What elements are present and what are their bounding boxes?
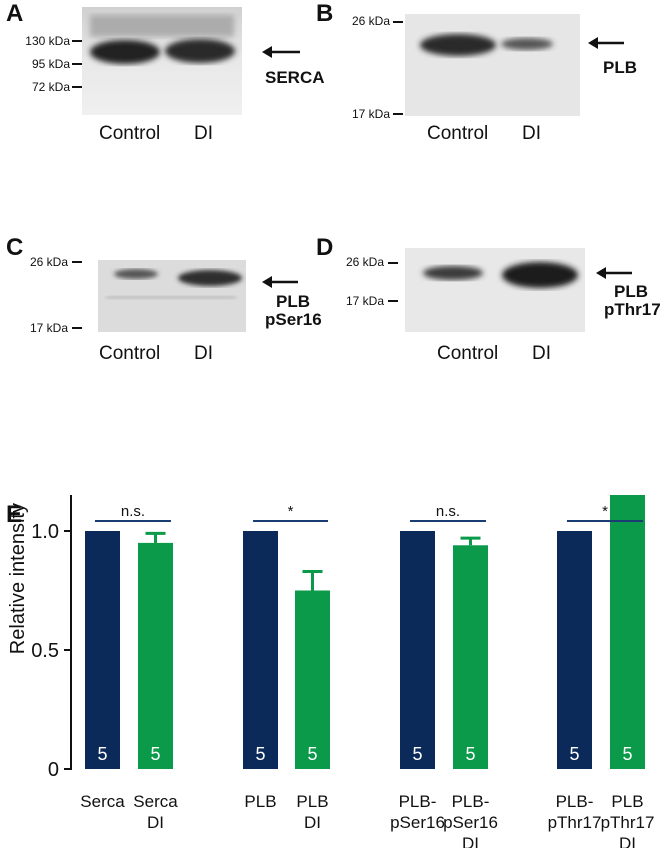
marker-d-17: 17 kDa: [345, 294, 384, 308]
category-label: PLB-: [556, 792, 594, 811]
lane-label-control-d: Control: [437, 343, 499, 364]
category-label: PLB-: [452, 792, 490, 811]
y-tick-label: 0: [48, 759, 59, 781]
arrow-icon: [262, 276, 298, 288]
panel-e-letter: E: [6, 501, 23, 528]
marker-d-26: 26 kDa: [345, 255, 384, 269]
bar-di: [295, 590, 330, 769]
protein-label-plb-d: PLB: [614, 282, 648, 301]
category-label: PLB: [611, 792, 643, 811]
category-label: PLB: [296, 792, 328, 811]
category-label: pSer16: [443, 813, 498, 832]
western-blot-b: [405, 14, 580, 116]
panel-c-letter: C: [6, 234, 24, 261]
n-label: 5: [97, 744, 107, 764]
lane-label-di-c: DI: [194, 343, 213, 364]
arrow-icon: [262, 46, 300, 58]
lane-label-di-a: DI: [194, 123, 213, 144]
n-label: 5: [465, 744, 475, 764]
n-label: 5: [622, 744, 632, 764]
tick-d-26: [388, 262, 398, 264]
y-axis-label: Relative intensity: [7, 503, 29, 654]
blot-a-image: [82, 7, 242, 115]
marker-c-26: 26 kDa: [29, 255, 68, 269]
western-blot-c: [98, 260, 246, 332]
marker-b-17: 17 kDa: [351, 107, 390, 121]
y-tick-label: 1.0: [31, 521, 59, 543]
marker-a-130: 130 kDa: [25, 34, 70, 48]
category-label: pSer16: [390, 813, 445, 832]
panel-b-letter: B: [316, 0, 334, 27]
significance-label: *: [288, 503, 294, 520]
bar-control: [85, 531, 120, 769]
relative-intensity-chart: 00.51.01.5Relative intensity5Serca5Serca…: [7, 495, 655, 848]
tick-a-72: [72, 86, 82, 88]
bar-di: [453, 545, 488, 769]
tick-c-26: [72, 261, 82, 263]
category-label: PLB: [244, 792, 276, 811]
western-blot-d: [405, 248, 585, 332]
blot-b-image: [405, 14, 580, 116]
category-label: DI: [304, 813, 321, 832]
tick-a-130: [72, 40, 82, 42]
category-label: pThr17: [548, 813, 602, 832]
tick-a-95: [72, 63, 82, 65]
marker-a-72: 72 kDa: [31, 80, 70, 94]
protein-label-plb: PLB: [603, 58, 637, 77]
arrow-icon: [596, 267, 632, 279]
tick-d-17: [388, 300, 398, 302]
category-label: pThr17: [601, 813, 655, 832]
significance-label: *: [602, 503, 608, 520]
bar-control: [557, 531, 592, 769]
category-label: DI: [619, 834, 636, 848]
bar-di: [610, 495, 645, 769]
category-label: DI: [147, 813, 164, 832]
significance-label: n.s.: [436, 503, 460, 520]
arrow-icon: [588, 37, 624, 49]
lane-label-control-b: Control: [427, 123, 489, 144]
lane-label-control-c: Control: [99, 343, 161, 364]
tick-b-26: [393, 21, 403, 23]
marker-b-26: 26 kDa: [351, 14, 390, 28]
n-label: 5: [150, 744, 160, 764]
protein-label-plb-c: PLB: [276, 292, 310, 311]
bar-control: [400, 531, 435, 769]
panel-a-letter: A: [6, 0, 24, 27]
y-tick-label: 0.5: [31, 640, 59, 662]
lane-label-control-a: Control: [99, 123, 161, 144]
significance-label: n.s.: [121, 503, 145, 520]
protein-label-pser16: pSer16: [265, 310, 322, 329]
lane-label-di-d: DI: [532, 343, 551, 364]
blot-c-image: [98, 260, 246, 332]
n-label: 5: [255, 744, 265, 764]
bar-di: [138, 542, 173, 769]
marker-c-17: 17 kDa: [29, 321, 68, 335]
n-label: 5: [569, 744, 579, 764]
protein-label-serca: SERCA: [265, 68, 325, 87]
lane-label-di-b: DI: [522, 123, 541, 144]
category-label: DI: [462, 834, 479, 848]
n-label: 5: [412, 744, 422, 764]
marker-a-95: 95 kDa: [31, 57, 70, 71]
western-blot-a: [82, 7, 242, 115]
blot-d-image: [405, 248, 585, 332]
protein-label-pthr17: pThr17: [604, 300, 661, 319]
tick-c-17: [72, 327, 82, 329]
panel-d-letter: D: [316, 234, 334, 261]
category-label: PLB-: [399, 792, 437, 811]
category-label: Serca: [80, 792, 125, 811]
category-label: Serca: [133, 792, 178, 811]
tick-b-17: [393, 113, 403, 115]
bar-control: [243, 531, 278, 769]
n-label: 5: [307, 744, 317, 764]
